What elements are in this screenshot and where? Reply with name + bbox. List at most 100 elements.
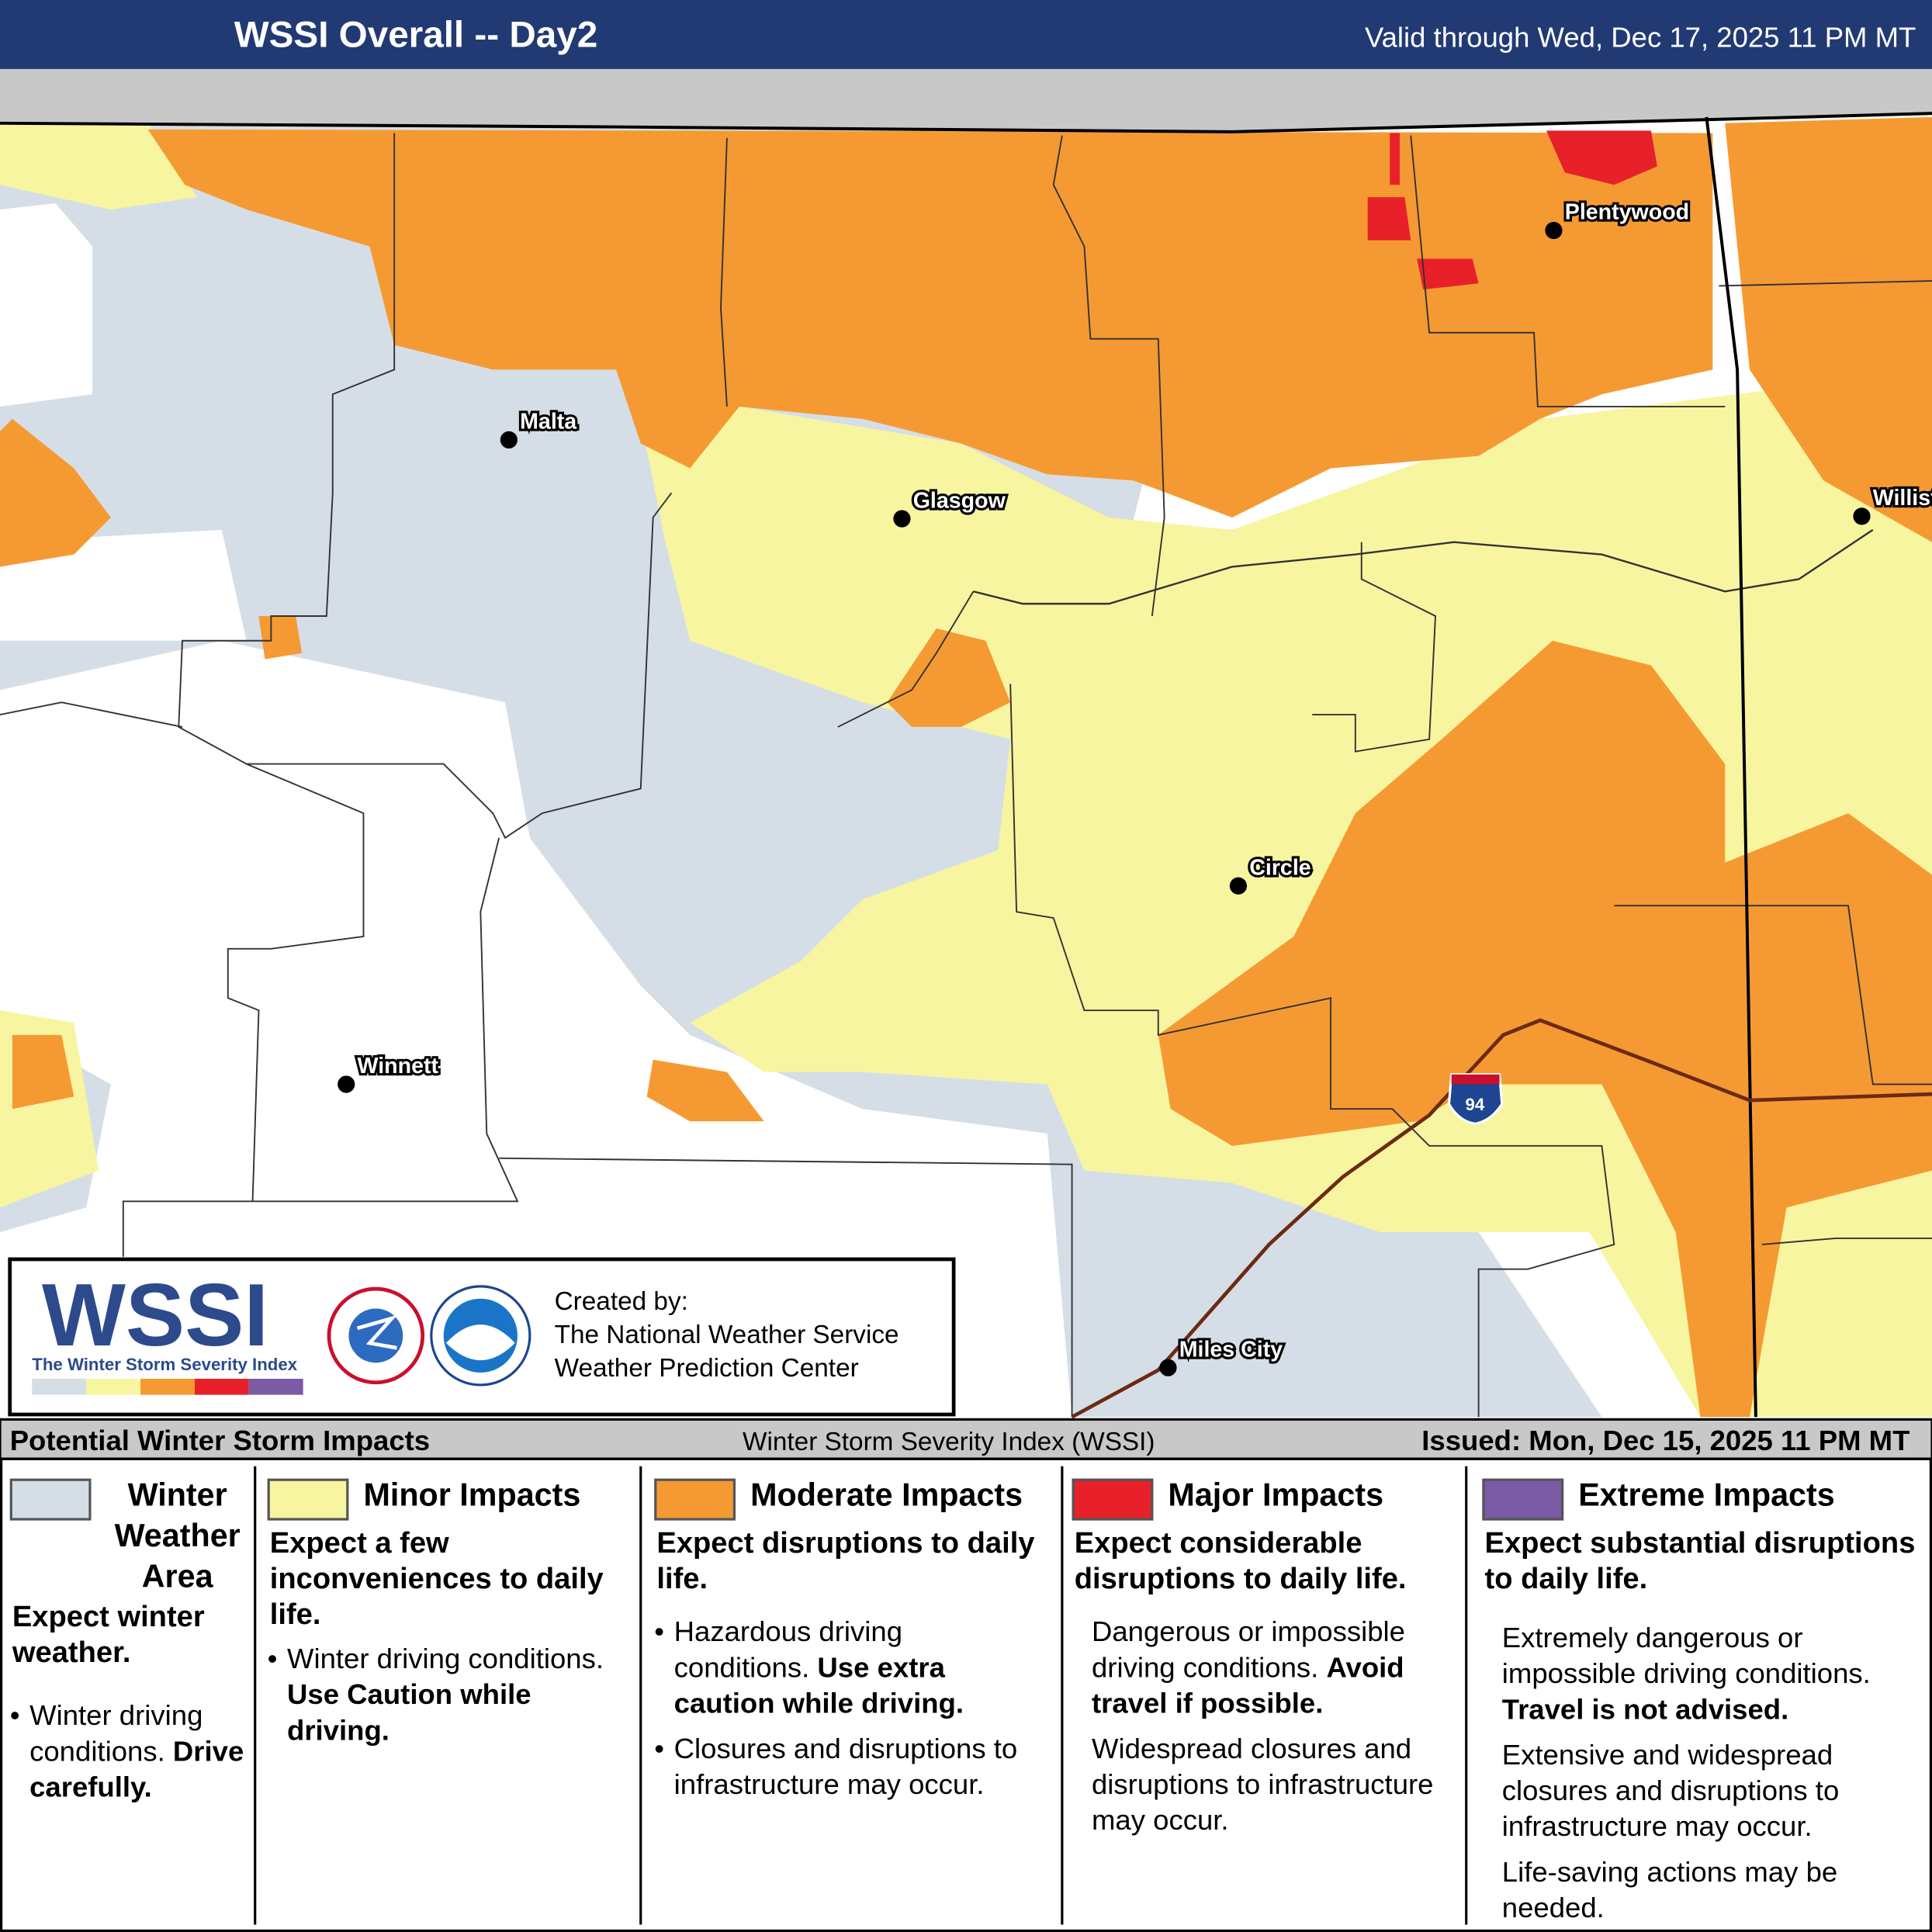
city-dot (500, 431, 518, 449)
legend-title: Major Impacts (1168, 1476, 1384, 1514)
legend-column: Winter Weather Area Expect winter weather… (9, 1466, 257, 1932)
legend-heading: Potential Winter Storm Impacts (10, 1425, 430, 1456)
city-dot (1229, 877, 1248, 895)
map-shape (140, 1378, 195, 1395)
detail-emphasis: Use Caution while driving. (287, 1678, 531, 1747)
city-dot (1853, 507, 1871, 525)
bullet: • (654, 1615, 665, 1648)
legend-column: Moderate Impacts Expect disruptions to da… (654, 1466, 1054, 1932)
legend-detail: Dangerous or impossible driving conditio… (1092, 1614, 1470, 1721)
logo-box: WSSI The Winter Storm Severity Index Cre… (8, 1257, 956, 1417)
legend-detail: Widespread closures and disruptions to i… (1092, 1731, 1470, 1838)
city-label: Williston (1873, 486, 1932, 511)
legend-summary: Expect considerable disruptions to daily… (1074, 1526, 1407, 1596)
legend-detail: Extensive and widespread closures and di… (1502, 1737, 1932, 1844)
detail-emphasis: Travel is not advised. (1501, 1692, 1789, 1726)
issued-time: Issued: Mon, Dec 15, 2025 11 PM MT (1421, 1425, 1909, 1456)
city-label: Circle (1249, 855, 1311, 880)
legend-bar (0, 1418, 1932, 1460)
detail-emphasis: Drive carefully. (29, 1734, 244, 1803)
legend-summary: Expect substantial disruptions to daily … (1484, 1526, 1916, 1596)
legend-detail: Life-saving actions may be needed. (1502, 1854, 1932, 1926)
legend-summary: Expect winter weather. (12, 1600, 205, 1670)
valid-time: Valid through Wed, Dec 17, 2025 11 PM MT (1365, 21, 1916, 53)
city-dot (1545, 221, 1563, 240)
legend-detail: • Winter driving conditions. Drive carefu… (10, 1698, 247, 1805)
legend-swatch (654, 1478, 736, 1521)
map-shape (837, 590, 975, 728)
legend-swatch (9, 1478, 92, 1521)
legend-detail: • Winter driving conditions. Use Caution … (268, 1641, 628, 1748)
header-bar (0, 0, 1932, 69)
bullet: • (654, 1732, 665, 1765)
detail-emphasis: Use extra caution while driving. (673, 1650, 964, 1719)
map-shape (1451, 1074, 1500, 1085)
detail-text: Extensive and widespread closures and di… (1501, 1738, 1840, 1843)
legend-swatch (1072, 1478, 1154, 1521)
city-label: Plentywood (1565, 200, 1689, 225)
credit-line: Created by: (555, 1287, 688, 1316)
city-label: Glasgow (913, 488, 1006, 513)
legend-summary: Expect a few inconveniences to daily lif… (269, 1526, 604, 1632)
title: WSSI Overall -- Day2 (234, 14, 597, 55)
city-label: Miles City (1179, 1337, 1283, 1362)
legend-swatch (267, 1478, 349, 1521)
legend-column: Major Impacts Expect considerable disrupt… (1072, 1466, 1460, 1932)
map-shape (86, 1378, 141, 1395)
shield-number: 94 (1465, 1095, 1484, 1114)
map-shape (1410, 135, 1726, 407)
map-shape (1447, 1073, 1504, 1125)
legend-title: Minor Impacts (363, 1476, 581, 1514)
credit-line: Weather Prediction Center (555, 1354, 859, 1383)
map-shape (0, 1457, 1932, 1932)
legend-title: Winter Weather Area (114, 1476, 241, 1594)
legend-details: Extremely dangerous or impossible drivin… (1502, 1620, 1932, 1932)
legend-details: • Winter driving conditions. Drive carefu… (10, 1698, 247, 1815)
city-dot (338, 1075, 355, 1093)
map-shape (356, 1314, 398, 1350)
detail-text: Winter driving conditions. (287, 1642, 604, 1675)
bullet: • (9, 1698, 20, 1732)
legend-summary: Expect disruptions to daily life. (656, 1526, 1035, 1596)
city-label: Malta (520, 410, 577, 435)
detail-text: Widespread closures and disruptions to i… (1091, 1732, 1434, 1837)
legend-column: Minor Impacts Expect a few inconveniences… (267, 1466, 637, 1932)
map-shape (194, 1378, 249, 1395)
logo-tagline: The Winter Storm Severity Index (32, 1355, 297, 1374)
legend-details: Dangerous or impossible driving conditio… (1092, 1614, 1470, 1848)
map-shape: Malta Glasgow Plentywood Williston Circle Win… (338, 197, 1932, 1376)
outside-area (0, 68, 1932, 132)
county-lines (0, 133, 1932, 1418)
interstate-shield: 94 (1447, 1073, 1504, 1125)
legend-dividers (0, 1457, 1932, 1932)
map-shape (1052, 135, 1165, 617)
map-shape (32, 1378, 87, 1395)
legend-title: Moderate Impacts (750, 1476, 1023, 1514)
border-line (0, 112, 1932, 133)
legend-detail: • Hazardous driving conditions. Use extra… (654, 1614, 1044, 1721)
logo-wssi: WSSI (42, 1266, 268, 1365)
map-shape (1312, 280, 1932, 1245)
detail-text: Winter driving conditions. (29, 1698, 203, 1768)
detail-text: Life-saving actions may be needed. (1501, 1855, 1838, 1923)
map-shape (720, 137, 728, 407)
detail-emphasis: Avoid travel if possible. (1091, 1650, 1404, 1719)
map-shape (0, 701, 519, 1257)
legend-detail: • Closures and disruptions to infrastruct… (654, 1731, 1044, 1802)
detail-text: Hazardous driving conditions. (673, 1615, 903, 1684)
bullet: • (267, 1642, 278, 1675)
map-shape (248, 1378, 303, 1395)
city-dot (893, 510, 911, 528)
legend-column: Extreme Impacts Expect substantial disrup… (1482, 1466, 1926, 1932)
map-shape (973, 528, 1874, 605)
city-dot (1159, 1359, 1177, 1376)
detail-text: Extremely dangerous or impossible drivin… (1501, 1621, 1871, 1690)
map-shape (499, 684, 1615, 1418)
legend-details: • Winter driving conditions. Use Caution … (268, 1641, 628, 1758)
credit-line: The National Weather Service (555, 1321, 899, 1349)
state-line (1705, 116, 1757, 1418)
legend-detail: Extremely dangerous or impossible drivin… (1502, 1620, 1932, 1727)
detail-text: Closures and disruptions to infrastructu… (673, 1732, 1018, 1801)
